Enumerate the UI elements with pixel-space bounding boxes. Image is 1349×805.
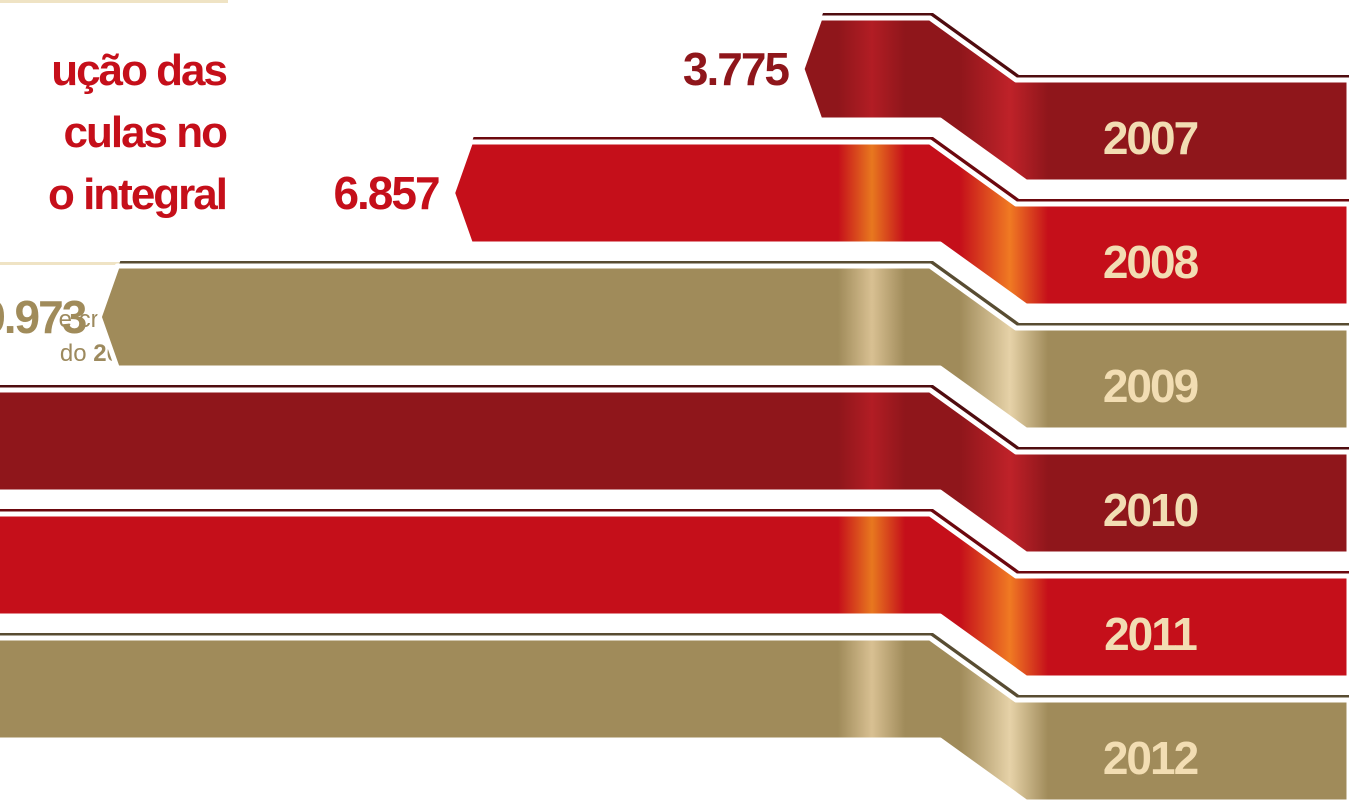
year-label-2007: 2007 <box>1103 112 1198 164</box>
bar-2011 <box>0 509 1349 681</box>
bar-2009 <box>96 261 1349 433</box>
bars-group <box>0 13 1349 805</box>
title-line-2: culas no <box>63 108 228 157</box>
bar-2010 <box>0 385 1349 557</box>
bar-body-2011 <box>0 511 1349 681</box>
value-label-2007: 3.775 <box>683 43 790 95</box>
bar-body-2012 <box>0 635 1349 805</box>
chart-title: ução das culas no o integral <box>47 40 228 226</box>
title-line-3: o integral <box>47 170 228 219</box>
year-label-2008: 2008 <box>1103 236 1199 288</box>
year-label-2012: 2012 <box>1103 732 1198 784</box>
subtitle-line-2-prefix: do <box>59 340 94 367</box>
labels-group: 26.705201219.006201113.93820109.97320096… <box>0 43 1201 784</box>
value-label-2008: 6.857 <box>333 167 439 219</box>
bar-body-2010 <box>0 387 1349 557</box>
title-line-1: ução das <box>51 46 228 95</box>
middle-rule <box>0 262 228 265</box>
bar-2007 <box>799 13 1349 185</box>
year-label-2010: 2010 <box>1103 484 1198 536</box>
bar-2008 <box>450 137 1349 309</box>
year-label-2011: 2011 <box>1104 608 1197 660</box>
bar-body-2008 <box>450 139 1349 309</box>
year-label-2009: 2009 <box>1103 360 1198 412</box>
bar-2012 <box>0 633 1349 805</box>
value-label-2009: 9.973 <box>0 291 86 343</box>
bar-body-2007 <box>799 15 1349 185</box>
top-rule <box>0 0 228 3</box>
bar-body-2009 <box>96 263 1349 433</box>
